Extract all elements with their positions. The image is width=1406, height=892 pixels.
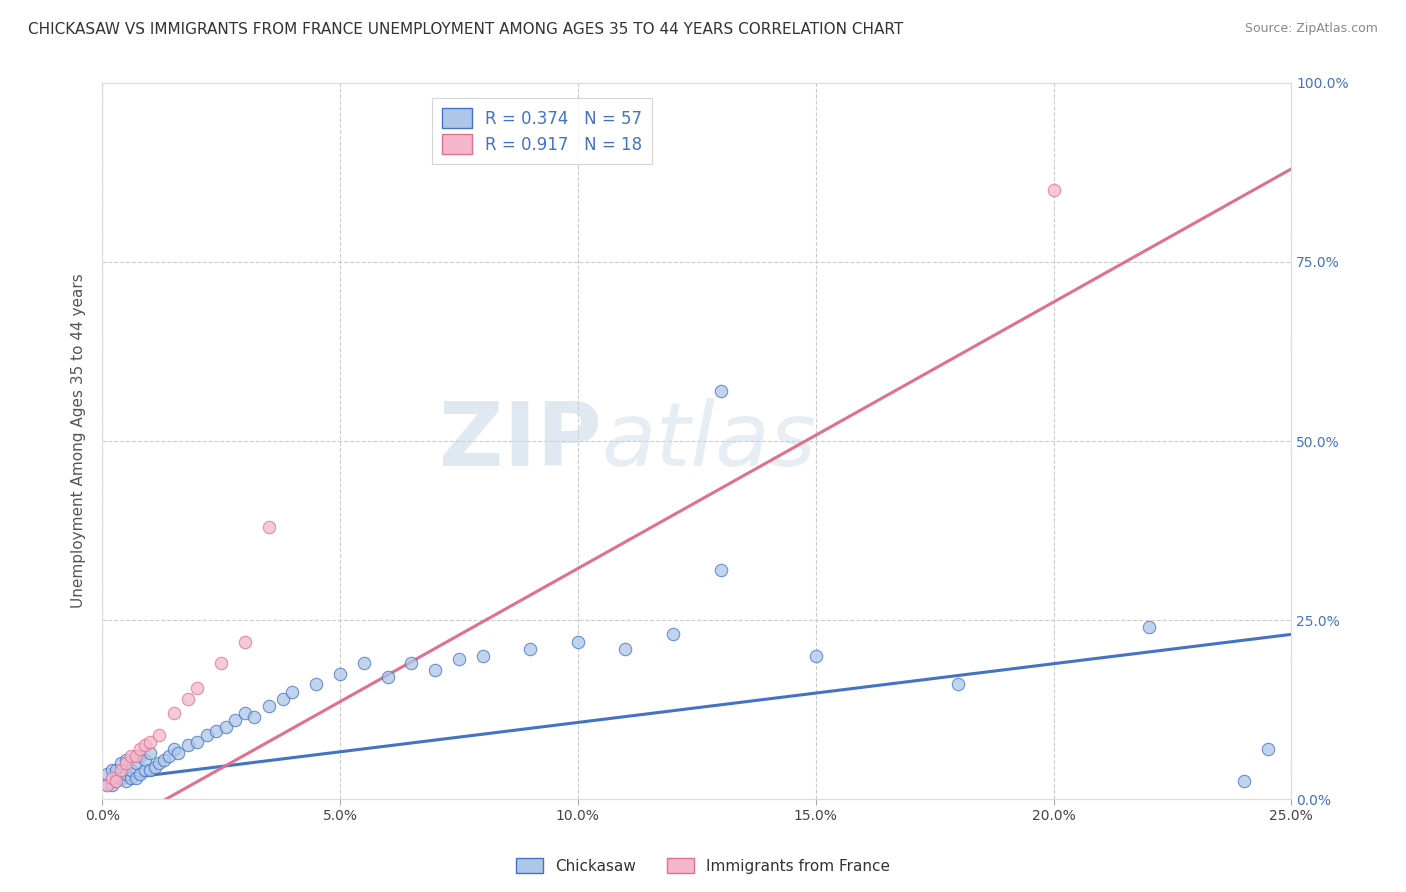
Point [205,724,228,739]
Point [257,520,280,534]
Point [100,778,122,792]
Point [115,753,138,767]
Point [167,746,190,760]
Point [105,774,128,789]
Point [105,764,128,778]
Point [709,384,731,398]
Point [233,634,256,648]
Point [209,656,232,670]
Point [148,728,170,742]
Point [614,641,637,656]
Point [177,691,200,706]
Point [120,749,142,764]
Point [195,728,218,742]
Point [353,656,375,670]
Point [139,735,162,749]
Point [177,739,200,753]
Point [186,681,208,695]
Point [153,753,176,767]
Point [134,753,156,767]
Point [567,634,589,648]
Point [96,778,118,792]
Point [100,764,122,778]
Point [124,749,146,764]
Point [110,771,132,785]
Point [804,648,827,663]
Point [1257,742,1279,756]
Point [115,767,138,781]
Point [134,764,156,778]
Point [329,666,352,681]
Point [139,764,162,778]
Point [233,706,256,720]
Point [401,656,423,670]
Point [124,771,146,785]
Point [120,764,142,778]
Point [425,663,447,677]
Text: Source: ZipAtlas.com: Source: ZipAtlas.com [1244,22,1378,36]
Point [134,739,156,753]
Point [100,771,122,785]
Point [115,774,138,789]
Point [96,778,118,792]
Legend: Chickasaw, Immigrants from France: Chickasaw, Immigrants from France [509,852,897,880]
Point [120,771,142,785]
Point [110,764,132,778]
Point [224,713,246,727]
Point [281,684,304,698]
Point [186,735,208,749]
Point [662,627,685,641]
Point [215,721,238,735]
Text: atlas: atlas [602,398,817,484]
Point [162,742,184,756]
Y-axis label: Unemployment Among Ages 35 to 44 years: Unemployment Among Ages 35 to 44 years [72,274,86,608]
Point [124,756,146,771]
Point [115,756,138,771]
Point [519,641,541,656]
Point [148,756,170,771]
Point [271,691,294,706]
Point [1042,183,1064,197]
Point [129,749,152,764]
Point [948,677,970,691]
Point [96,767,118,781]
Point [1137,620,1160,634]
Legend: R = 0.374   N = 57, R = 0.917   N = 18: R = 0.374 N = 57, R = 0.917 N = 18 [432,98,652,163]
Point [305,677,328,691]
Point [1233,774,1256,789]
Point [129,742,152,756]
Point [162,706,184,720]
Point [139,746,162,760]
Point [447,652,470,666]
Point [709,563,731,577]
Text: ZIP: ZIP [439,398,602,484]
Point [471,648,494,663]
Point [243,709,266,723]
Point [377,670,399,684]
Point [143,760,166,774]
Point [110,756,132,771]
Point [157,749,180,764]
Point [105,774,128,789]
Text: CHICKASAW VS IMMIGRANTS FROM FRANCE UNEMPLOYMENT AMONG AGES 35 TO 44 YEARS CORRE: CHICKASAW VS IMMIGRANTS FROM FRANCE UNEM… [28,22,904,37]
Point [257,698,280,713]
Point [129,767,152,781]
